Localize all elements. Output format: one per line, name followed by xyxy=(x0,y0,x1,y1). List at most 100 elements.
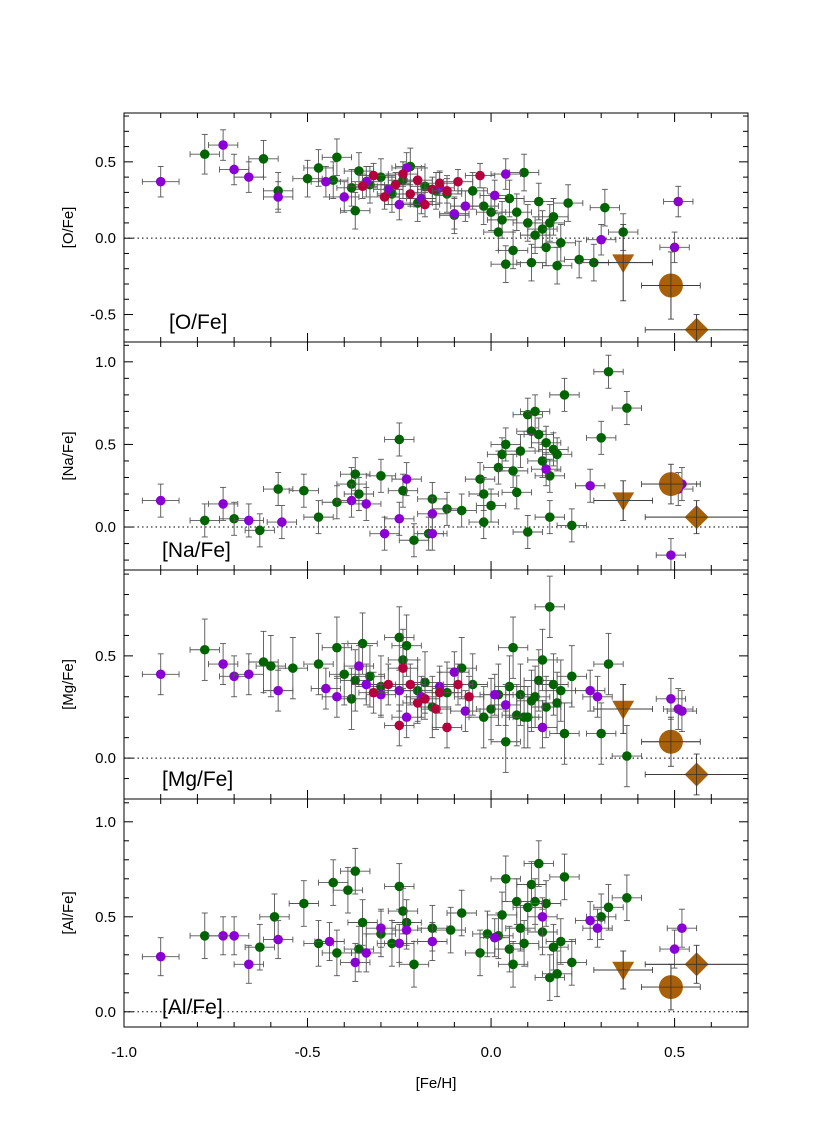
panel-na-fe-data-point xyxy=(384,422,415,457)
panel-o-fe-data-point xyxy=(523,182,554,221)
panel-na-fe-data-point xyxy=(387,473,419,508)
panel-al-fe-data-point xyxy=(218,916,250,956)
panel-na-fe-ytick-label: 0.0 xyxy=(95,519,116,536)
panel-al-fe-data-point xyxy=(384,863,415,910)
panel-al-fe-special-circle xyxy=(641,963,701,1011)
panel-na-fe-data-point xyxy=(534,500,565,535)
panel-mg-fe-data-point xyxy=(475,677,507,741)
panel-na-fe-data-point xyxy=(244,513,275,548)
panel-o-fe-data-point xyxy=(490,245,521,283)
panel-mg-fe-data-point xyxy=(358,671,389,714)
panel-na-fe-data-point xyxy=(263,472,294,507)
panel-al-fe-ytick-label: 1.0 xyxy=(95,814,116,831)
panel-mg-fe-data-point xyxy=(497,616,529,679)
panel-na-fe-data-point xyxy=(141,483,180,518)
panel-mg-fe-data-point xyxy=(277,637,308,700)
panel-mg-fe-data-point xyxy=(321,675,353,718)
panel-mg-fe-label: [Mg/Fe] xyxy=(162,768,233,791)
panel-mg-fe-data-point xyxy=(343,645,375,687)
panel-o-fe-data-point xyxy=(589,188,620,227)
panel-al-fe-data-point xyxy=(479,918,510,958)
panel-mg-fe-data-point xyxy=(549,702,580,765)
panel-al-fe-data-point xyxy=(523,840,554,887)
panel-o-fe-data-point xyxy=(380,172,411,198)
panel-na-fe-data-point xyxy=(288,473,319,508)
panel-al-fe-data-point xyxy=(141,937,180,977)
panel-al-fe-data-point xyxy=(321,929,353,977)
panel-mg-fe-data-point xyxy=(527,706,558,749)
panel-mg-fe-special-diamond xyxy=(644,753,748,796)
panel-na-fe-data-point xyxy=(512,515,543,549)
panel-na-fe: 0.0 0.5 1.0 [Na/Fe] [Na/Fe] xyxy=(60,341,749,571)
panel-mg-fe-data-point xyxy=(490,710,521,773)
panel-al-fe-data-point xyxy=(593,884,624,931)
panel-al-fe-data-point xyxy=(314,922,345,961)
panel-o-fe-data-point xyxy=(450,190,481,222)
panel-al-fe-special-diamond xyxy=(644,944,748,984)
panel-al-fe-data-point xyxy=(538,923,569,971)
panel-na-fe-special-diamond xyxy=(644,500,748,535)
panel-al-fe-data-point xyxy=(347,899,378,946)
panel-mg-fe: 0.0 0.5 [Mg/Fe] [Mg/Fe] xyxy=(60,569,749,800)
panel-o-fe-data-point xyxy=(508,153,540,192)
panel-o-fe-data-point xyxy=(501,193,532,232)
panel-mg-fe-data-point xyxy=(233,653,264,696)
panel-na-fe-data-point xyxy=(266,505,297,540)
panel-o-fe-data-point xyxy=(439,198,470,230)
panel-mg-fe-data-point xyxy=(611,724,643,788)
panel-al-fe-data-point xyxy=(435,906,466,954)
panel-o-fe-data-point xyxy=(586,223,617,256)
panel-o-fe-data-point xyxy=(541,246,573,285)
panel-mg-fe-data-point xyxy=(490,684,521,726)
panel-o-fe-data-point xyxy=(329,181,360,213)
panel-na-fe-data-point xyxy=(207,486,239,521)
panel-o-fe-data-point xyxy=(475,193,507,232)
panel-mg-fe-ytick-label: 0.5 xyxy=(95,648,116,665)
panel-na-fe-data-point xyxy=(417,516,448,551)
panel-mg-fe-data-point xyxy=(255,634,286,698)
panel-o-fe-data-point xyxy=(218,153,250,186)
panel-na-fe-data-point xyxy=(233,503,264,538)
panel-al-fe: 0.0 0.5 1.0 [Al/Fe] [Al/Fe] -1.0 -0.5 0.0 0.5 xyxy=(60,798,749,1061)
panel-al-fe-data-point xyxy=(233,944,264,984)
panel-mg-fe-data-point xyxy=(387,647,419,690)
panel-mg-fe-data-point xyxy=(321,616,353,679)
panel-al-fe-data-point xyxy=(534,954,565,1001)
panel-o-fe: -0.5 0.0 0.5 [O/Fe] [O/Fe] xyxy=(60,112,749,343)
panel-mg-fe-data-point xyxy=(519,665,551,728)
panel-mg-fe-ytick-label: 0.0 xyxy=(95,750,116,767)
panel-na-fe-data-point xyxy=(538,432,569,467)
panel-al-fe-data-point xyxy=(659,929,690,969)
panel-al-fe-data-point xyxy=(545,918,576,965)
panel-mg-fe-data-point xyxy=(534,575,565,638)
panel-o-fe-data-point xyxy=(497,231,529,270)
panel-al-fe-data-point xyxy=(446,889,477,937)
panel-al-fe-xtick-label: -1.0 xyxy=(111,1044,137,1061)
panel-o-fe-data-point xyxy=(233,161,264,193)
panel-o-fe-data-point xyxy=(263,181,294,213)
panel-o-fe-data-point xyxy=(321,138,353,177)
panel-mg-fe-data-point xyxy=(207,643,239,685)
panel-o-fe-ytick-label: 0.0 xyxy=(95,230,116,247)
panel-al-fe-data-point xyxy=(351,933,382,973)
panel-al-fe-data-point xyxy=(365,908,397,948)
panel-al-fe-special-triangle-down xyxy=(593,950,654,990)
panel-al-fe-data-point xyxy=(318,859,349,906)
panel-o-fe-data-point xyxy=(490,158,521,190)
panel-o-fe-data-point xyxy=(310,165,342,198)
panel-mg-fe-data-point xyxy=(442,663,474,706)
panel-al-fe-data-point xyxy=(340,942,371,982)
panel-na-fe-data-point xyxy=(530,452,562,487)
panel-mg-fe-special-triangle-down xyxy=(593,684,654,735)
panel-mg-fe-data-point xyxy=(556,645,587,708)
panel-al-fe-data-point xyxy=(556,939,587,986)
panel-na-fe-data-point xyxy=(343,477,375,511)
panel-mg-fe-data-point xyxy=(593,632,624,696)
panel-o-fe-data-point xyxy=(516,243,547,282)
panel-na-fe-data-point xyxy=(501,475,532,510)
panel-mg-fe-data-point xyxy=(575,669,606,712)
panel-al-fe-data-point xyxy=(417,922,448,961)
panel-o-fe-data-point xyxy=(564,240,595,279)
panel-na-fe-data-point xyxy=(586,420,617,455)
panel-na-fe-data-point xyxy=(530,425,562,460)
